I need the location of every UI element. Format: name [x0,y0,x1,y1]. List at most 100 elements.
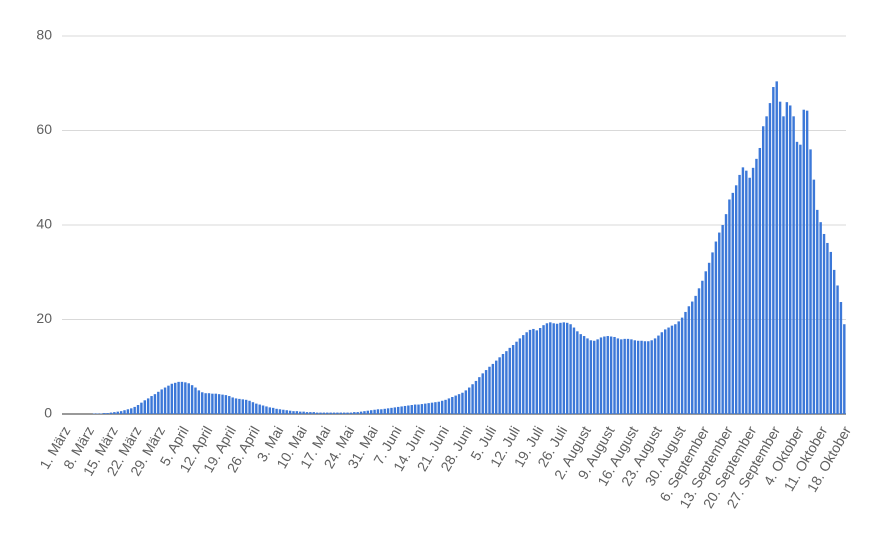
bar [424,403,427,414]
bar [697,288,701,414]
bar [221,394,224,414]
y-tick-label: 20 [36,310,52,326]
bar [501,353,505,414]
bar [403,405,407,414]
bar [549,322,552,414]
bar [687,306,691,414]
bar [140,402,143,414]
bar [366,410,370,414]
bar [616,338,620,414]
bar [258,404,261,414]
bar [623,338,626,414]
bar [109,412,113,414]
bar [194,387,197,414]
bar [630,339,633,414]
bar [204,393,207,414]
bar [454,395,457,414]
bar [163,387,167,414]
bar [153,394,157,414]
bar [775,81,778,415]
bar [799,144,802,415]
bar [130,408,133,414]
bar [555,323,559,414]
bar [248,400,251,414]
bar [812,179,816,414]
bar [292,411,295,414]
bar [545,323,549,414]
bar [640,340,643,414]
bar [768,103,772,414]
bar [400,406,403,414]
bar [748,177,751,414]
bar [684,311,687,414]
bar [184,382,187,414]
bar [484,370,488,414]
bar [677,321,680,414]
bar [569,324,572,414]
bar [721,225,724,414]
bar [691,301,694,414]
bar [457,394,461,414]
bar [488,366,491,414]
bar [170,383,174,414]
bar [633,340,637,414]
bar [538,328,542,414]
bar [326,412,329,414]
bar [390,407,393,414]
bar [498,357,501,414]
bar [518,338,522,414]
bar [288,410,292,414]
bar [478,377,481,414]
bar [238,398,241,414]
bar [363,411,366,414]
bar [647,341,650,414]
bar [265,406,268,414]
bar [268,407,272,414]
bar [150,396,153,414]
bar [177,381,180,414]
bar [261,405,265,414]
bar [315,412,319,414]
bar [244,399,248,414]
bar [741,167,745,414]
bar [113,412,116,414]
bar [167,385,170,414]
bar [413,404,417,414]
bar [515,341,518,414]
bar [829,251,833,414]
bar [373,409,376,414]
bar [285,410,288,414]
bar [562,322,566,414]
bar [471,384,474,414]
bar [599,337,603,414]
bar [359,411,363,414]
bar [714,241,718,414]
bar [322,412,326,414]
bar [386,408,390,414]
bar [282,409,285,414]
bar [576,331,579,414]
bar [126,409,130,414]
bar [319,412,322,414]
bar [329,412,332,414]
y-tick-label: 0 [44,405,52,421]
bar [586,338,589,414]
bar [255,403,258,414]
bar [663,329,667,414]
bar [339,412,343,414]
bar [511,345,515,414]
bar [157,391,160,414]
bar [427,403,430,414]
bar [582,336,586,414]
bar [843,324,846,414]
bar [559,322,562,414]
bar [836,285,839,414]
bar [653,338,657,414]
bar [146,398,150,414]
bar [626,338,630,414]
bar [312,412,315,414]
bar [437,401,441,414]
bar [495,360,498,414]
bar [451,396,454,414]
bar [305,412,309,414]
